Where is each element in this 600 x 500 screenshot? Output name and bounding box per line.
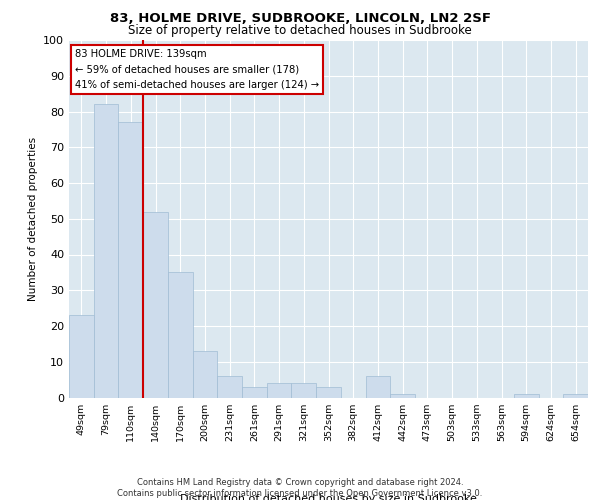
Bar: [514, 394, 539, 398]
Bar: [118, 122, 143, 398]
Bar: [292, 383, 316, 398]
Bar: [193, 351, 217, 398]
Bar: [69, 316, 94, 398]
Bar: [143, 212, 168, 398]
Bar: [94, 104, 118, 398]
Bar: [365, 376, 390, 398]
X-axis label: Distribution of detached houses by size in Sudbrooke: Distribution of detached houses by size …: [180, 494, 477, 500]
Bar: [563, 394, 588, 398]
Bar: [217, 376, 242, 398]
Bar: [242, 387, 267, 398]
Text: 83, HOLME DRIVE, SUDBROOKE, LINCOLN, LN2 2SF: 83, HOLME DRIVE, SUDBROOKE, LINCOLN, LN2…: [110, 12, 491, 26]
Y-axis label: Number of detached properties: Number of detached properties: [28, 136, 38, 301]
Text: 83 HOLME DRIVE: 139sqm
← 59% of detached houses are smaller (178)
41% of semi-de: 83 HOLME DRIVE: 139sqm ← 59% of detached…: [75, 49, 319, 90]
Bar: [267, 383, 292, 398]
Bar: [316, 387, 341, 398]
Text: Contains HM Land Registry data © Crown copyright and database right 2024.
Contai: Contains HM Land Registry data © Crown c…: [118, 478, 482, 498]
Bar: [390, 394, 415, 398]
Bar: [168, 272, 193, 398]
Text: Size of property relative to detached houses in Sudbrooke: Size of property relative to detached ho…: [128, 24, 472, 37]
